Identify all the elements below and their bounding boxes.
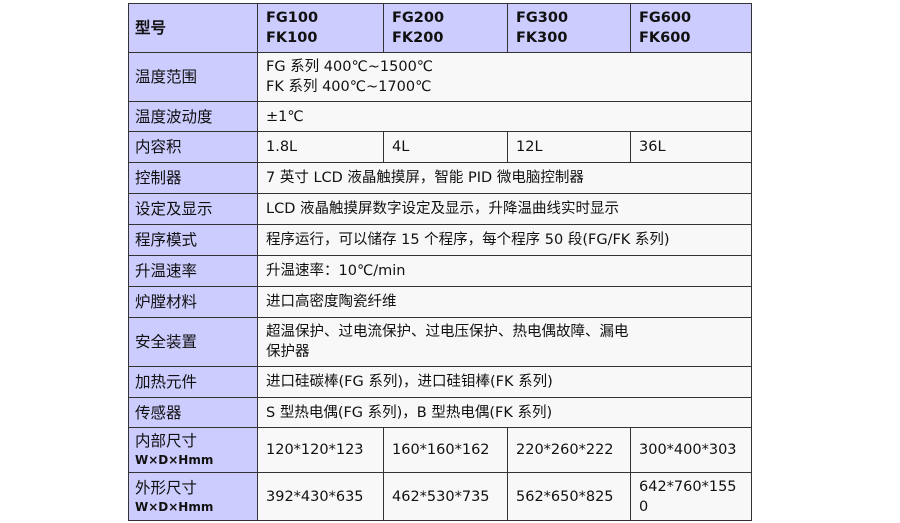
value-cell: 220*260*222 bbox=[507, 427, 631, 473]
row-label-text: 内部尺寸 bbox=[135, 432, 198, 450]
table-row-model: 型号 FG100 FK100 FG200 FK200 FG300 FK300 FG60… bbox=[128, 3, 752, 53]
value-cell: LCD 液晶触摸屏数字设定及显示，升降温曲线实时显示 bbox=[257, 193, 752, 225]
value-cell: 1.8L bbox=[257, 131, 384, 163]
model-fk: FK200 bbox=[392, 30, 444, 46]
table-row: 温度波动度 ±1℃ bbox=[128, 101, 752, 132]
model-fg: FG600 bbox=[639, 10, 692, 26]
table-row: 程序模式 程序运行，可以储存 15 个程序，每个程序 50 段(FG/FK 系列) bbox=[128, 224, 752, 256]
value-cell: 4L bbox=[383, 131, 508, 163]
value-cell: 120*120*123 bbox=[257, 427, 384, 473]
row-label: 温度范围 bbox=[128, 52, 258, 102]
table-row: 安全装置 超温保护、过电流保护、过电压保护、热电偶故障、漏电保护器 bbox=[128, 317, 752, 367]
value-cell: 进口硅碳棒(FG 系列)，进口硅钼棒(FK 系列) bbox=[257, 366, 752, 398]
value-cell: 462*530*735 bbox=[383, 472, 508, 521]
model-cell: FG600 FK600 bbox=[630, 3, 752, 53]
table-row: 设定及显示 LCD 液晶触摸屏数字设定及显示，升降温曲线实时显示 bbox=[128, 193, 752, 225]
row-label: 设定及显示 bbox=[128, 193, 258, 225]
row-label: 传感器 bbox=[128, 397, 258, 428]
model-cell: FG300 FK300 bbox=[507, 3, 631, 53]
spec-table: 型号 FG100 FK100 FG200 FK200 FG300 FK300 FG60… bbox=[128, 3, 752, 521]
row-label: 程序模式 bbox=[128, 224, 258, 256]
row-label: 型号 bbox=[128, 3, 258, 53]
value-cell: 升温速率：10℃/min bbox=[257, 255, 752, 287]
value-cell: 36L bbox=[630, 131, 752, 163]
value-cell: 7 英寸 LCD 液晶触摸屏，智能 PID 微电脑控制器 bbox=[257, 162, 752, 194]
row-label: 温度波动度 bbox=[128, 101, 258, 132]
row-label-text: 外形尺寸 bbox=[135, 478, 198, 497]
table-row: 控制器 7 英寸 LCD 液晶触摸屏，智能 PID 微电脑控制器 bbox=[128, 162, 752, 194]
table-row: 外形尺寸 W×D×Hmm 392*430*635 462*530*735 562*… bbox=[128, 472, 752, 521]
row-label: 内容积 bbox=[128, 131, 258, 163]
row-label: 控制器 bbox=[128, 162, 258, 194]
value-cell: 160*160*162 bbox=[383, 427, 508, 473]
model-fk: FK100 bbox=[266, 30, 318, 46]
table-row: 内部尺寸 W×D×Hmm 120*120*123 160*160*162 220*… bbox=[128, 427, 752, 473]
model-cell: FG200 FK200 bbox=[383, 3, 508, 53]
model-fg: FG200 bbox=[392, 10, 445, 26]
model-fk: FK300 bbox=[516, 30, 568, 46]
table-row: 升温速率 升温速率：10℃/min bbox=[128, 255, 752, 287]
table-row: 传感器 S 型热电偶(FG 系列)，B 型热电偶(FK 系列) bbox=[128, 397, 752, 428]
value-line: FG 系列 400℃~1500℃ bbox=[266, 59, 434, 75]
model-fk: FK600 bbox=[639, 30, 691, 46]
value-cell: 超温保护、过电流保护、过电压保护、热电偶故障、漏电保护器 bbox=[257, 317, 752, 367]
value-cell: 进口高密度陶瓷纤维 bbox=[257, 286, 752, 318]
model-fg: FG300 bbox=[516, 10, 569, 26]
row-label: 升温速率 bbox=[128, 255, 258, 287]
value-cell: 程序运行，可以储存 15 个程序，每个程序 50 段(FG/FK 系列) bbox=[257, 224, 752, 256]
row-label: 加热元件 bbox=[128, 366, 258, 398]
row-unit: W×D×Hmm bbox=[135, 453, 214, 467]
row-label: 安全装置 bbox=[128, 317, 258, 367]
value-cell: ±1℃ bbox=[257, 101, 752, 132]
value-cell: 642*760*1550 bbox=[630, 472, 752, 521]
table-row: 炉膛材料 进口高密度陶瓷纤维 bbox=[128, 286, 752, 318]
row-label: 内部尺寸 W×D×Hmm bbox=[128, 427, 258, 473]
value-line: FK 系列 400℃~1700℃ bbox=[266, 79, 432, 95]
value-cell: 12L bbox=[507, 131, 631, 163]
value-cell: 300*400*303 bbox=[630, 427, 752, 473]
model-cell: FG100 FK100 bbox=[257, 3, 384, 53]
table-row: 内容积 1.8L 4L 12L 36L bbox=[128, 131, 752, 163]
value-cell: 562*650*825 bbox=[507, 472, 631, 521]
value-cell: 392*430*635 bbox=[257, 472, 384, 521]
value-cell: S 型热电偶(FG 系列)，B 型热电偶(FK 系列) bbox=[257, 397, 752, 428]
value-cell: FG 系列 400℃~1500℃ FK 系列 400℃~1700℃ bbox=[257, 52, 752, 102]
row-label: 炉膛材料 bbox=[128, 286, 258, 318]
row-label: 外形尺寸 W×D×Hmm bbox=[128, 472, 258, 521]
model-fg: FG100 bbox=[266, 10, 319, 26]
row-unit: W×D×Hmm bbox=[135, 499, 214, 514]
table-row: 温度范围 FG 系列 400℃~1500℃ FK 系列 400℃~1700℃ bbox=[128, 52, 752, 102]
table-row: 加热元件 进口硅碳棒(FG 系列)，进口硅钼棒(FK 系列) bbox=[128, 366, 752, 398]
